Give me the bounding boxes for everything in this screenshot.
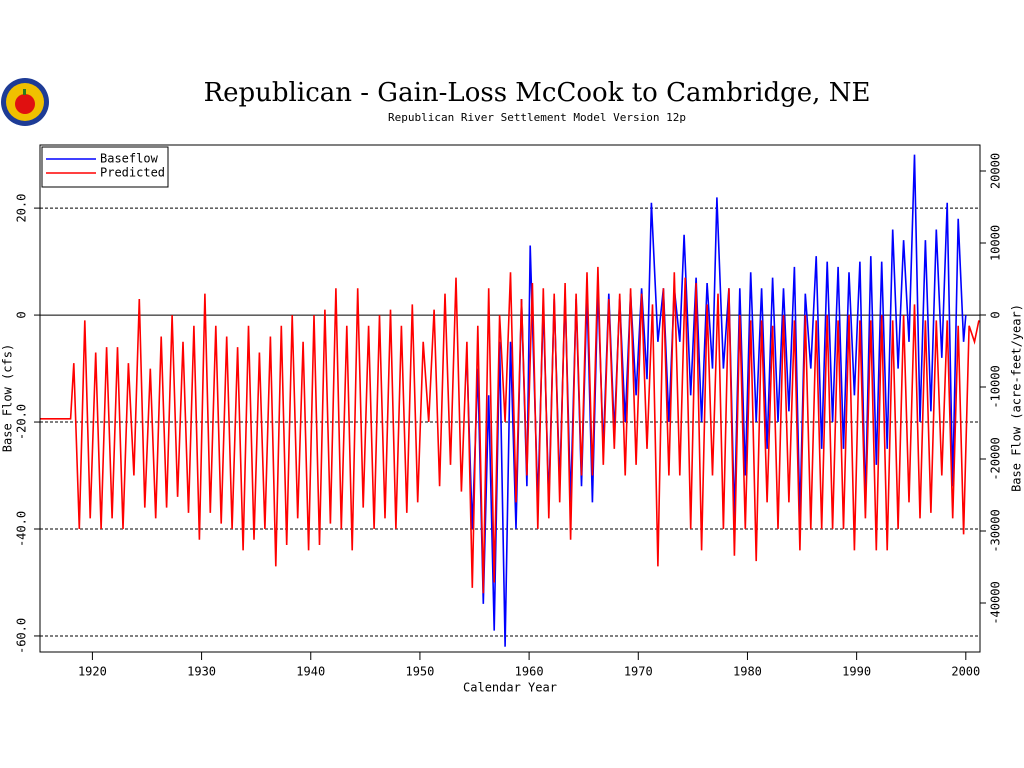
x-tick-label: 1980	[733, 665, 762, 679]
x-tick-label: 1970	[624, 665, 653, 679]
y2-tick-label: -30000	[989, 509, 1003, 552]
y2-tick-label: 20000	[989, 153, 1003, 189]
y-tick-label: -20.0	[15, 404, 29, 440]
chart-subtitle: Republican River Settlement Model Versio…	[388, 111, 686, 124]
x-tick-label: 1920	[78, 665, 107, 679]
chart-title: Republican - Gain-Loss McCook to Cambrid…	[204, 78, 871, 108]
y2-tick-label: -10000	[989, 365, 1003, 408]
legend-box	[41, 146, 169, 188]
y-tick-label: -40.0	[15, 511, 29, 547]
x-tick-label: 2000	[951, 665, 980, 679]
y2-tick-label: 10000	[989, 225, 1003, 261]
y-tick-label: 20.0	[15, 194, 29, 223]
legend-label: Predicted	[100, 166, 165, 180]
y-axis-label: Base Flow (cfs)	[1, 344, 15, 452]
plot-frame	[39, 144, 981, 653]
logo	[1, 78, 49, 126]
x-tick-label: 1930	[187, 665, 216, 679]
y2-tick-label: -40000	[989, 581, 1003, 624]
y2-axis-label: Base Flow (acre-feet/year)	[1010, 304, 1024, 492]
x-tick-label: 1950	[405, 665, 434, 679]
legend-label: Baseflow	[100, 152, 159, 166]
y-tick-label: 0	[15, 311, 29, 318]
x-tick-label: 1940	[296, 665, 325, 679]
x-tick-label: 1960	[515, 665, 544, 679]
y2-tick-label: 0	[989, 311, 1003, 318]
x-axis-label: Calendar Year	[463, 681, 557, 695]
x-tick-label: 1990	[842, 665, 871, 679]
y2-tick-label: -20000	[989, 437, 1003, 480]
y-tick-label: -60.0	[15, 618, 29, 654]
series-line	[40, 266, 980, 594]
